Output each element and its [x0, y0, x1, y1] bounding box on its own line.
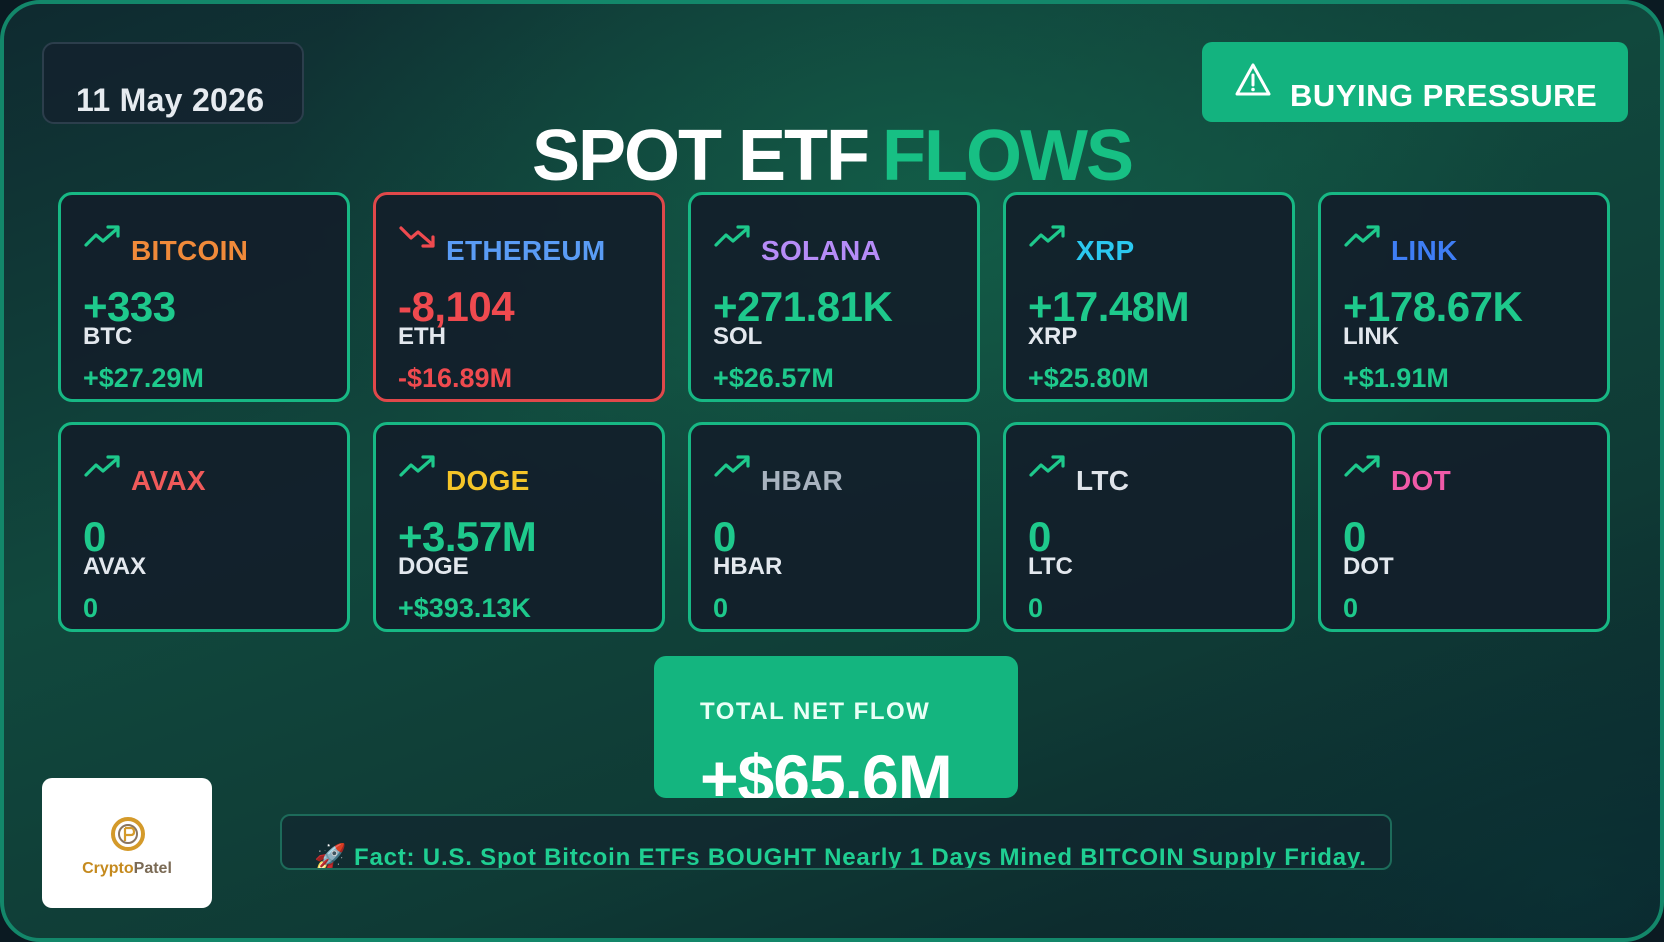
asset-name: DOT [1391, 465, 1452, 496]
trending-up-icon [399, 455, 435, 477]
etf-card-avax: AVAX 0 AVAX 0 [58, 422, 350, 632]
asset-ticker: DOT [1343, 553, 1394, 580]
asset-flow-usd: 0 [1343, 593, 1359, 623]
cryptopatel-logo: CryptoPatel [42, 778, 212, 908]
asset-flow-amount: +271.81K [713, 283, 893, 330]
asset-ticker: ETH [398, 323, 446, 350]
total-net-flow-label: TOTAL NET FLOW [700, 698, 931, 725]
trending-up-icon [714, 455, 750, 477]
asset-flow-usd: +$25.80M [1028, 363, 1149, 393]
asset-ticker: XRP [1028, 323, 1078, 350]
asset-ticker: LINK [1343, 323, 1399, 350]
asset-name: AVAX [131, 465, 206, 496]
buying-pressure-badge: BUYING PRESSURE [1202, 42, 1628, 122]
fact-banner: 🚀 Fact: U.S. Spot Bitcoin ETFs BOUGHT Ne… [280, 814, 1392, 870]
etf-card-eth: ETHEREUM -8,104 ETH -$16.89M [373, 192, 665, 402]
etf-card-xrp: XRP +17.48M XRP +$25.80M [1003, 192, 1295, 402]
asset-flow-amount: 0 [83, 513, 106, 560]
etf-card-hbar: HBAR 0 HBAR 0 [688, 422, 980, 632]
asset-ticker: SOL [713, 323, 763, 350]
cryptopatel-logo-mark [111, 817, 145, 851]
trending-up-icon [714, 225, 750, 247]
trending-up-icon [84, 455, 120, 477]
asset-ticker: HBAR [713, 553, 783, 580]
asset-name: LTC [1076, 465, 1130, 496]
asset-flow-amount: +333 [83, 283, 176, 330]
asset-ticker: LTC [1028, 553, 1073, 580]
asset-name: LINK [1391, 235, 1458, 266]
trending-up-icon [1029, 455, 1065, 477]
asset-name: DOGE [446, 465, 530, 496]
asset-ticker: DOGE [398, 553, 469, 580]
page-title: SPOT ETF FLOWS [4, 116, 1660, 196]
asset-name: HBAR [761, 465, 844, 496]
asset-flow-amount: 0 [713, 513, 736, 560]
asset-flow-usd: 0 [83, 593, 99, 623]
rocket-icon: 🚀 [314, 842, 347, 870]
asset-name: SOLANA [761, 235, 882, 266]
date-badge: 11 May 2026 [42, 42, 304, 124]
trending-down-icon [399, 226, 435, 248]
trending-up-icon [1029, 225, 1065, 247]
asset-flow-amount: -8,104 [398, 283, 515, 330]
asset-flow-usd: +$27.29M [83, 363, 204, 393]
logo-wordmark-crypto: Crypto [82, 860, 134, 877]
fact-text: Fact: U.S. Spot Bitcoin ETFs BOUGHT Near… [354, 844, 1367, 870]
asset-name: BITCOIN [131, 235, 249, 266]
asset-name: ETHEREUM [446, 235, 606, 266]
asset-flow-amount: +178.67K [1343, 283, 1523, 330]
etf-card-doge: DOGE +3.57M DOGE +$393.13K [373, 422, 665, 632]
asset-ticker: AVAX [83, 553, 147, 580]
title-flows: FLOWS [882, 116, 1134, 196]
asset-flow-amount: 0 [1028, 513, 1051, 560]
etf-card-dot: DOT 0 DOT 0 [1318, 422, 1610, 632]
date-text: 11 May 2026 [76, 82, 265, 118]
total-net-flow-card: TOTAL NET FLOW +$65.6M [654, 656, 1018, 798]
total-net-flow-value: +$65.6M [700, 741, 953, 798]
title-spot-etf: SPOT ETF [532, 116, 870, 196]
etf-card-sol: SOLANA +271.81K SOL +$26.57M [688, 192, 980, 402]
etf-card-ltc: LTC 0 LTC 0 [1003, 422, 1295, 632]
asset-flow-usd: +$26.57M [713, 363, 834, 393]
logo-wordmark-patel: Patel [133, 860, 172, 877]
asset-flow-usd: 0 [713, 593, 729, 623]
asset-flow-usd: +$1.91M [1343, 363, 1449, 393]
asset-flow-amount: 0 [1343, 513, 1366, 560]
asset-ticker: BTC [83, 323, 133, 350]
trending-up-icon [84, 225, 120, 247]
etf-card-link: LINK +178.67K LINK +$1.91M [1318, 192, 1610, 402]
asset-name: XRP [1076, 235, 1135, 266]
asset-flow-usd: -$16.89M [398, 363, 513, 393]
asset-flow-amount: +17.48M [1028, 283, 1190, 330]
trending-up-icon [1344, 225, 1380, 247]
trending-up-icon [1344, 455, 1380, 477]
asset-flow-amount: +3.57M [398, 513, 537, 560]
asset-flow-usd: +$393.13K [398, 593, 531, 623]
buying-pressure-label: BUYING PRESSURE [1290, 78, 1598, 113]
etf-card-btc: BITCOIN +333 BTC +$27.29M [58, 192, 350, 402]
logo-wordmark: CryptoPatel [42, 860, 212, 878]
asset-flow-usd: 0 [1028, 593, 1044, 623]
warning-triangle-icon [1235, 63, 1271, 96]
